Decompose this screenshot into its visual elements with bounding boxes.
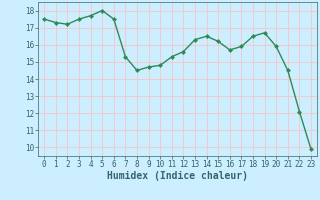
X-axis label: Humidex (Indice chaleur): Humidex (Indice chaleur) [107,171,248,181]
